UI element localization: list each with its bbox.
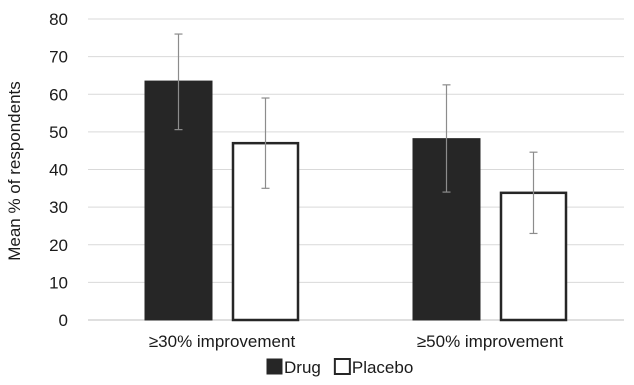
- y-axis-ticks: 0 10 20 30 40 50 60 70 80: [49, 10, 68, 330]
- y-axis-title: Mean % of respondents: [5, 81, 24, 261]
- error-bars: [174, 33, 538, 235]
- legend-swatch-placebo: [333, 358, 351, 375]
- error-bar-placebo-2: [529, 151, 538, 235]
- legend-item-placebo: Placebo: [333, 358, 413, 377]
- y-tick-label: 0: [59, 311, 68, 330]
- y-tick-label: 40: [49, 161, 68, 180]
- y-tick-label: 50: [49, 123, 68, 142]
- x-tick-label: ≥30% improvement: [149, 332, 296, 351]
- error-bar-drug-1: [174, 33, 183, 131]
- y-tick-label: 10: [49, 273, 68, 292]
- y-tick-label: 60: [49, 85, 68, 104]
- y-tick-label: 30: [49, 198, 68, 217]
- legend-swatch-drug: [266, 358, 283, 375]
- legend: Drug Placebo: [266, 358, 413, 377]
- x-axis-ticks: ≥30% improvement ≥50% improvement: [149, 332, 564, 351]
- error-bar-placebo-1: [261, 97, 270, 189]
- legend-label-drug: Drug: [284, 358, 321, 377]
- y-tick-label: 80: [49, 10, 68, 29]
- y-tick-label: 70: [49, 48, 68, 67]
- legend-item-drug: Drug: [266, 358, 321, 377]
- legend-label-placebo: Placebo: [352, 358, 413, 377]
- bars: [144, 80, 568, 322]
- y-tick-label: 20: [49, 236, 68, 255]
- error-bar-drug-2: [442, 84, 451, 193]
- x-tick-label: ≥50% improvement: [417, 332, 564, 351]
